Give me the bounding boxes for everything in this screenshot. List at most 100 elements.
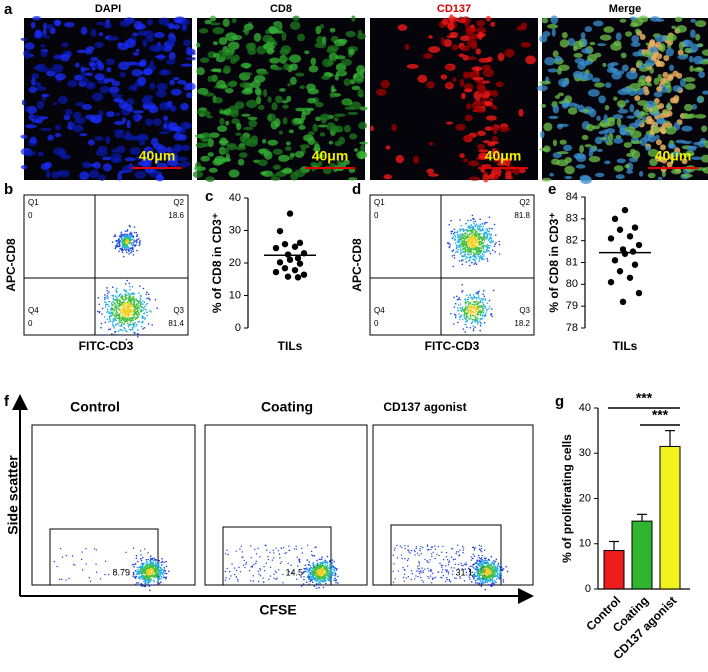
event bbox=[467, 229, 470, 232]
cell bbox=[106, 66, 112, 73]
event bbox=[136, 303, 139, 306]
event bbox=[441, 571, 443, 573]
cell bbox=[72, 124, 84, 133]
event bbox=[131, 241, 134, 244]
event bbox=[132, 254, 135, 256]
event bbox=[147, 573, 150, 575]
event bbox=[128, 239, 131, 242]
event bbox=[160, 576, 163, 578]
cell bbox=[222, 18, 230, 27]
event bbox=[129, 321, 132, 324]
cell bbox=[79, 133, 88, 137]
cell bbox=[358, 121, 368, 130]
event bbox=[456, 244, 458, 246]
cell bbox=[481, 80, 491, 84]
event bbox=[476, 223, 478, 226]
event bbox=[394, 578, 396, 580]
event bbox=[160, 581, 162, 583]
event bbox=[108, 300, 111, 303]
cell bbox=[645, 145, 652, 151]
event bbox=[288, 545, 290, 547]
event bbox=[137, 316, 140, 318]
event bbox=[463, 563, 466, 565]
event bbox=[152, 584, 154, 586]
event bbox=[473, 304, 476, 306]
event bbox=[136, 573, 138, 576]
event bbox=[476, 248, 479, 250]
event bbox=[479, 229, 481, 232]
cell bbox=[603, 114, 608, 124]
event bbox=[473, 318, 475, 321]
event bbox=[147, 577, 149, 580]
cell bbox=[181, 20, 187, 29]
event bbox=[129, 323, 132, 326]
event bbox=[476, 562, 479, 565]
event bbox=[400, 554, 403, 556]
cell bbox=[41, 93, 50, 98]
event bbox=[147, 558, 150, 561]
event bbox=[464, 244, 467, 247]
event bbox=[146, 576, 149, 578]
cell bbox=[617, 109, 629, 114]
cell bbox=[308, 65, 319, 73]
cell bbox=[343, 78, 351, 86]
event bbox=[121, 310, 124, 312]
cell bbox=[322, 36, 327, 45]
cell bbox=[217, 49, 227, 59]
cell bbox=[659, 43, 666, 53]
event bbox=[452, 249, 455, 252]
cell bbox=[267, 96, 272, 103]
event bbox=[463, 241, 465, 243]
cell bbox=[74, 117, 86, 125]
cell bbox=[304, 50, 310, 55]
event bbox=[282, 582, 284, 584]
event bbox=[325, 576, 327, 579]
event bbox=[460, 562, 462, 565]
event bbox=[457, 246, 460, 248]
event bbox=[133, 323, 136, 326]
event bbox=[124, 317, 126, 319]
event bbox=[469, 245, 471, 248]
cell bbox=[104, 36, 110, 40]
event bbox=[127, 299, 130, 301]
cell bbox=[472, 76, 484, 81]
event bbox=[470, 296, 472, 299]
event bbox=[162, 570, 165, 572]
event bbox=[451, 573, 454, 576]
cell bbox=[317, 124, 328, 128]
event bbox=[130, 235, 132, 238]
event bbox=[502, 579, 505, 581]
event bbox=[422, 571, 424, 573]
event bbox=[427, 575, 429, 578]
cell bbox=[131, 135, 142, 141]
cell bbox=[96, 59, 102, 66]
cell bbox=[596, 148, 603, 152]
event bbox=[477, 254, 479, 256]
event bbox=[411, 572, 413, 575]
cell bbox=[681, 125, 693, 132]
event bbox=[426, 549, 429, 551]
event bbox=[312, 574, 315, 576]
cell bbox=[592, 20, 604, 27]
event bbox=[134, 306, 137, 309]
cell bbox=[303, 134, 314, 142]
event bbox=[156, 307, 159, 310]
cell bbox=[193, 166, 206, 172]
cell bbox=[348, 48, 355, 56]
cell bbox=[138, 140, 146, 146]
event bbox=[470, 247, 473, 250]
event bbox=[122, 300, 125, 303]
cell bbox=[476, 26, 487, 35]
event bbox=[139, 550, 142, 552]
event bbox=[478, 565, 481, 567]
event bbox=[466, 236, 469, 238]
event bbox=[115, 315, 117, 318]
event bbox=[408, 551, 410, 553]
event bbox=[452, 265, 455, 268]
event bbox=[149, 562, 151, 565]
event bbox=[145, 564, 148, 567]
event bbox=[335, 579, 338, 581]
event bbox=[477, 243, 480, 246]
cell bbox=[209, 22, 221, 26]
event bbox=[134, 577, 137, 580]
